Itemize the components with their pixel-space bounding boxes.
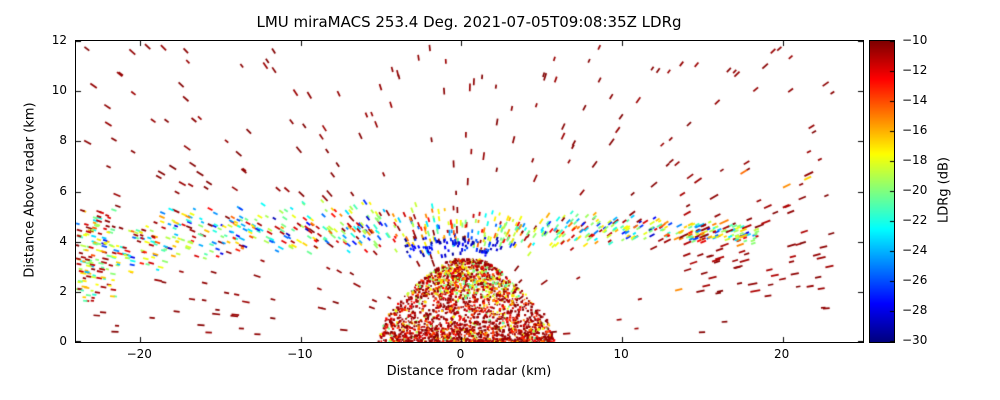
- x-axis-label: Distance from radar (km): [386, 364, 552, 379]
- y-axis-label: Distance Above radar (km): [22, 102, 38, 278]
- plot-area: [75, 40, 864, 343]
- colorbar-tick-label: −10: [902, 33, 928, 47]
- x-tick-label: 10: [613, 347, 629, 361]
- rhi-scatter-canvas: [76, 41, 863, 342]
- y-tick-label: 0: [59, 334, 67, 348]
- colorbar-tick-label: −26: [902, 273, 928, 287]
- colorbar-tick-label: −24: [902, 243, 928, 257]
- colorbar-gradient-canvas: [870, 41, 894, 342]
- y-tick-label: 4: [59, 233, 67, 248]
- x-tick-label: 20: [774, 347, 790, 361]
- x-tick-label: −10: [287, 347, 313, 361]
- y-tick-label: 12: [51, 33, 67, 47]
- colorbar-tick-label: −14: [902, 93, 928, 107]
- colorbar-tick-label: −20: [902, 183, 928, 197]
- colorbar-tick-label: −28: [902, 303, 928, 317]
- colorbar-tick-label: −16: [902, 123, 928, 137]
- y-tick-label: 8: [59, 133, 67, 148]
- colorbar-label: LDRg (dB): [936, 157, 952, 223]
- colorbar-tick-label: −18: [902, 153, 928, 167]
- colorbar: [869, 40, 895, 343]
- colorbar-tick-label: −12: [902, 63, 928, 77]
- x-tick-label: 0: [456, 347, 465, 361]
- y-tick-label: 10: [51, 83, 67, 98]
- y-tick-label: 6: [59, 183, 67, 198]
- y-tick-label: 2: [59, 283, 67, 298]
- x-tick-label: −20: [126, 347, 152, 361]
- colorbar-tick-label: −30: [902, 333, 928, 347]
- plot-title: LMU miraMACS 253.4 Deg. 2021-07-05T09:08…: [256, 13, 682, 31]
- colorbar-tick-label: −22: [902, 213, 928, 227]
